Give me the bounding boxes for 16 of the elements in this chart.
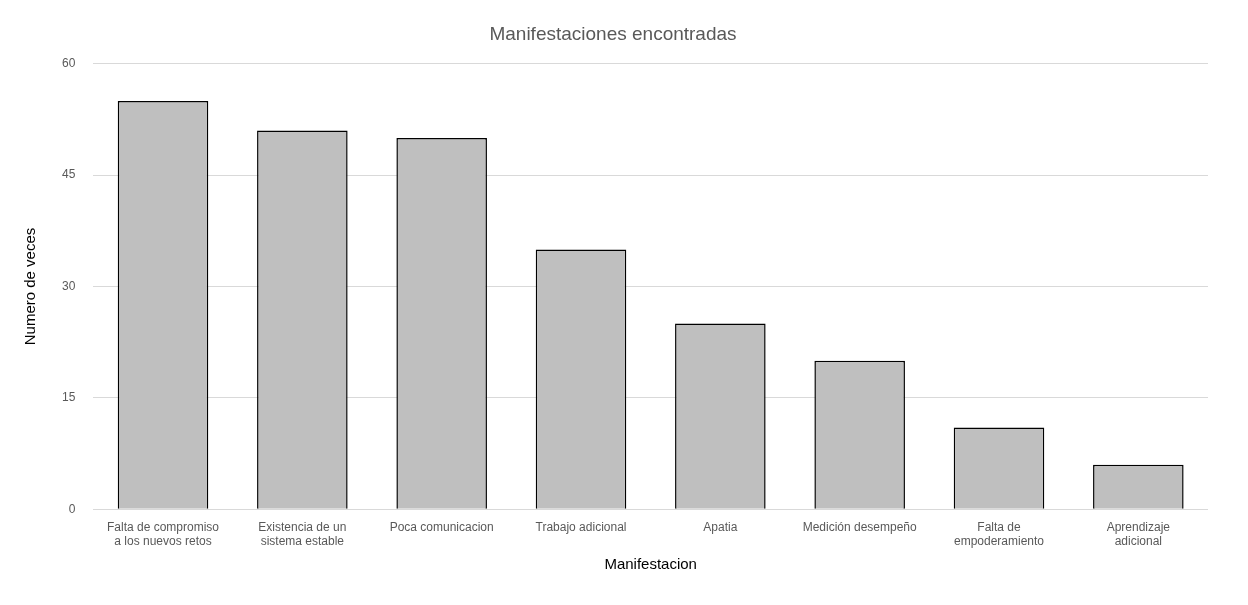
y-tick-label: 45	[61, 167, 76, 182]
x-axis-title: Manifestacion	[604, 555, 697, 573]
x-tick-label: Medición desempeño	[802, 519, 918, 534]
y-tick-label: 0	[68, 501, 76, 516]
x-tick-label: Aprendizaje adicional	[1106, 519, 1171, 549]
x-tick-label: Falta de compromiso a los nuevos retos	[106, 519, 220, 549]
x-tick-label: Apatia	[703, 519, 738, 534]
chart-title: Manifestaciones encontradas	[489, 22, 737, 44]
x-tick-label: Falta de empoderamiento	[953, 519, 1045, 549]
x-tick-label: Existencia de un sistema estable	[258, 519, 347, 549]
y-axis-title: Numero de veces	[21, 227, 39, 346]
x-tick-label: Poca comunicacion	[389, 519, 494, 534]
x-tick-label: Trabajo adicional	[535, 519, 627, 534]
y-tick-label: 60	[61, 56, 76, 71]
y-tick-label: 15	[61, 390, 76, 405]
y-tick-label: 30	[61, 278, 76, 293]
